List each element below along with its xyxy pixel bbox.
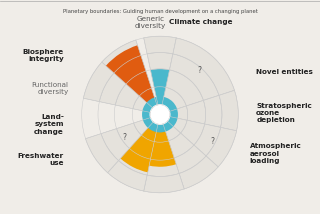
Wedge shape — [100, 73, 126, 105]
Text: Generic
diversity: Generic diversity — [135, 16, 166, 29]
Wedge shape — [126, 71, 151, 96]
Text: ?: ? — [197, 66, 201, 75]
Text: Climate change: Climate change — [169, 19, 233, 25]
Wedge shape — [102, 40, 141, 73]
Wedge shape — [154, 124, 169, 142]
Wedge shape — [144, 173, 184, 193]
Wedge shape — [169, 106, 188, 120]
Wedge shape — [167, 117, 187, 133]
Wedge shape — [116, 123, 141, 149]
Wedge shape — [174, 145, 206, 173]
Wedge shape — [206, 127, 236, 167]
Wedge shape — [115, 84, 140, 109]
Wedge shape — [204, 95, 222, 127]
Wedge shape — [147, 52, 173, 70]
Wedge shape — [173, 38, 235, 95]
Wedge shape — [129, 135, 154, 159]
Text: ?: ? — [123, 133, 126, 142]
Wedge shape — [140, 88, 157, 108]
Wedge shape — [163, 121, 180, 141]
Wedge shape — [114, 56, 146, 84]
Text: Novel entities: Novel entities — [256, 69, 313, 75]
Wedge shape — [147, 158, 179, 177]
Wedge shape — [85, 134, 118, 173]
Wedge shape — [141, 122, 158, 142]
Wedge shape — [169, 133, 194, 158]
Wedge shape — [134, 117, 154, 135]
Text: Stratospheric
ozone
depletion: Stratospheric ozone depletion — [256, 103, 312, 123]
Text: Land-
system
change: Land- system change — [34, 114, 64, 135]
Wedge shape — [84, 62, 114, 102]
Wedge shape — [180, 120, 205, 145]
Wedge shape — [106, 45, 157, 108]
Wedge shape — [101, 129, 129, 160]
Wedge shape — [162, 87, 186, 111]
Text: ?: ? — [210, 137, 214, 146]
Wedge shape — [120, 122, 158, 172]
Circle shape — [150, 105, 170, 124]
Wedge shape — [108, 160, 147, 191]
Wedge shape — [142, 97, 178, 132]
Text: Freshwater
use: Freshwater use — [18, 153, 64, 166]
Text: Biosphere
integrity: Biosphere integrity — [23, 49, 64, 62]
Wedge shape — [154, 87, 166, 105]
Wedge shape — [150, 141, 174, 160]
Text: Planetary boundaries: Guiding human development on a changing planet: Planetary boundaries: Guiding human deve… — [63, 9, 257, 15]
Wedge shape — [149, 124, 176, 167]
Wedge shape — [150, 69, 170, 105]
Wedge shape — [170, 54, 219, 100]
Text: Functional
diversity: Functional diversity — [32, 82, 69, 95]
Wedge shape — [194, 124, 220, 156]
Wedge shape — [150, 69, 170, 87]
Wedge shape — [133, 96, 153, 112]
Wedge shape — [144, 36, 176, 54]
Wedge shape — [179, 156, 218, 189]
Wedge shape — [219, 90, 238, 131]
Wedge shape — [118, 149, 150, 175]
Text: Atmospheric
aerosol
loading: Atmospheric aerosol loading — [250, 143, 301, 164]
Wedge shape — [166, 70, 204, 106]
Wedge shape — [186, 100, 206, 124]
